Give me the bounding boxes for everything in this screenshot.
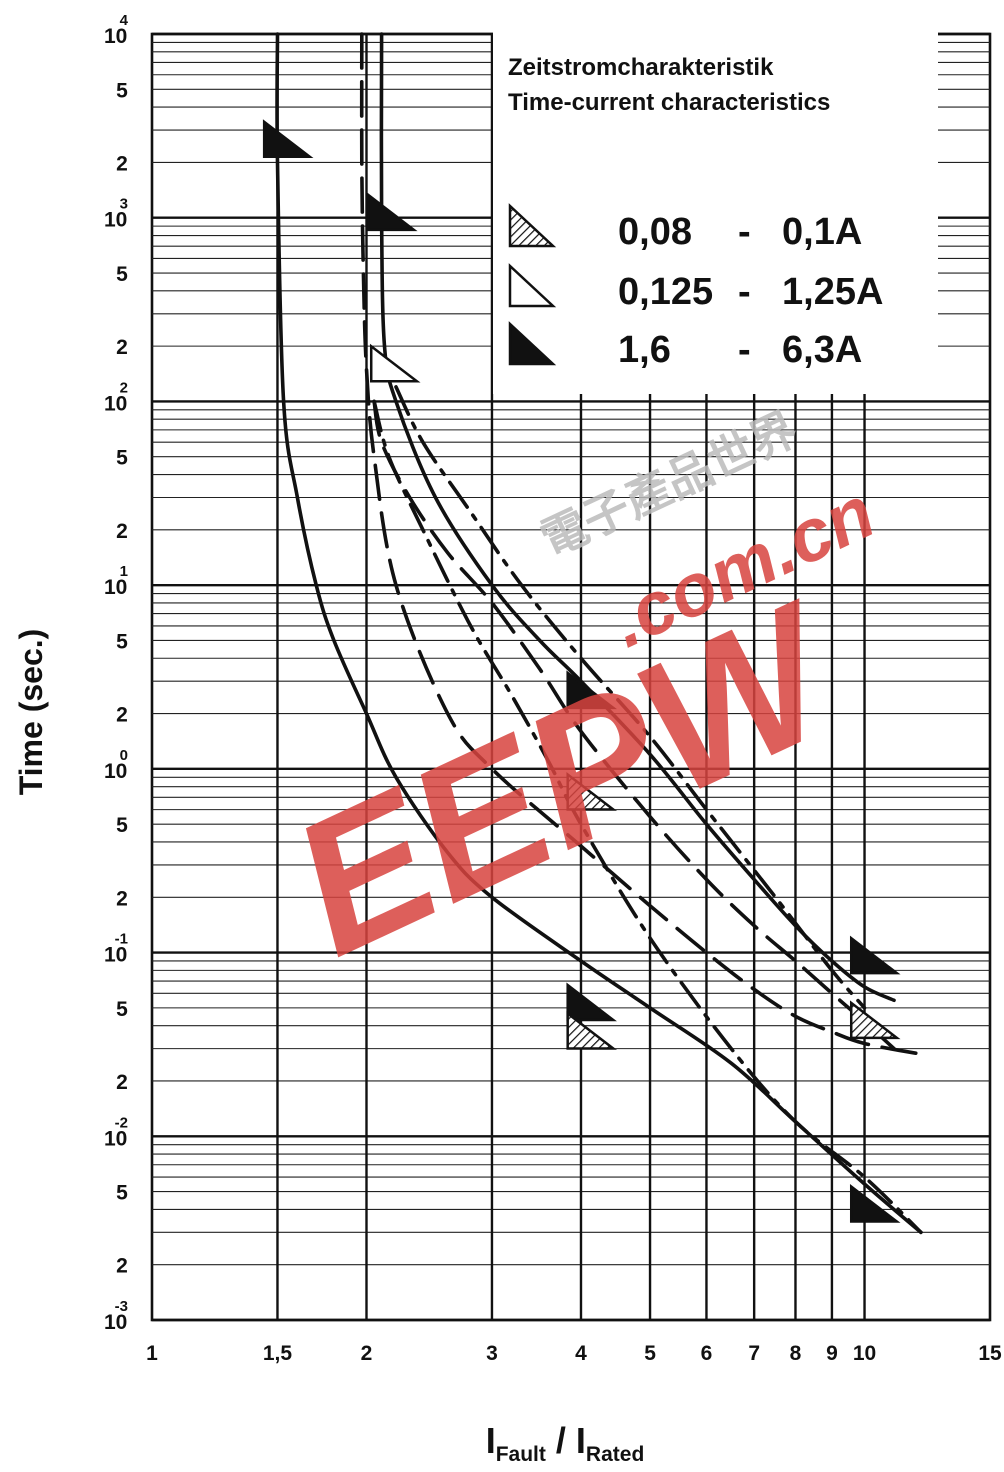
marker-filled-triangle bbox=[566, 670, 617, 710]
y-tick-exponent: -3 bbox=[115, 1298, 128, 1315]
x-label-sub-fault: Fault bbox=[496, 1443, 546, 1466]
legend-marker-filled bbox=[508, 321, 557, 366]
legend-range-to: 6,3A bbox=[782, 329, 862, 371]
y-tick-decade: 10 bbox=[104, 760, 127, 783]
y-tick-exponent: -2 bbox=[115, 1114, 128, 1131]
x-axis-label: IFault / IRated bbox=[486, 1420, 645, 1466]
y-tick-exponent: -1 bbox=[115, 931, 128, 948]
marker-hatched-triangle bbox=[566, 1010, 617, 1050]
y-tick-minor-2: 2 bbox=[116, 152, 128, 175]
marker-open-triangle bbox=[369, 343, 421, 383]
y-tick-minor-5: 5 bbox=[116, 447, 128, 470]
y-tick-decade: 10 bbox=[104, 25, 127, 48]
marker-filled-triangle bbox=[367, 192, 418, 232]
y-tick-exponent: 1 bbox=[120, 563, 128, 580]
curve-filled-lower bbox=[275, 32, 923, 1235]
tick-labels: 1 1,5 2 3 4 5 6 7 8 9 10 15104521035210252101521005… bbox=[104, 12, 1002, 1365]
x-tick-label: 10 bbox=[853, 1342, 876, 1365]
curve-open-upper bbox=[394, 385, 867, 1010]
curve-markers bbox=[262, 119, 901, 1223]
x-tick-label: 6 bbox=[701, 1342, 713, 1365]
x-tick-label: 15 bbox=[978, 1342, 1002, 1365]
legend-range-from: 1,6 bbox=[618, 329, 671, 371]
y-tick-decade: 10 bbox=[104, 944, 127, 967]
legend-marker-open bbox=[508, 263, 557, 308]
x-tick-label: 3 bbox=[486, 1342, 498, 1365]
y-tick-exponent: 0 bbox=[120, 747, 128, 764]
y-tick-exponent: 3 bbox=[120, 196, 128, 213]
y-tick-decade: 10 bbox=[104, 1127, 127, 1150]
y-tick-minor-2: 2 bbox=[116, 336, 128, 359]
y-tick-minor-2: 2 bbox=[116, 887, 128, 910]
legend-range-to: 0,1A bbox=[782, 211, 862, 253]
x-tick-label: 4 bbox=[575, 1342, 587, 1365]
marker-filled-triangle bbox=[566, 982, 617, 1022]
y-tick-minor-2: 2 bbox=[116, 1255, 128, 1278]
legend: Zeitstromcharakteristik Time-current cha… bbox=[493, 32, 938, 394]
x-label-sub-rated: Rated bbox=[586, 1443, 644, 1466]
y-tick-exponent: 2 bbox=[120, 379, 128, 396]
y-tick-minor-5: 5 bbox=[116, 814, 128, 837]
y-tick-minor-2: 2 bbox=[116, 704, 128, 727]
y-tick-minor-5: 5 bbox=[116, 263, 128, 286]
legend-range-to: 1,25A bbox=[782, 271, 883, 313]
x-tick-label: 8 bbox=[790, 1342, 802, 1365]
legend-marker-hatched bbox=[508, 203, 557, 248]
chart-subtitle: Time-current characteristics bbox=[508, 89, 830, 116]
x-label-i2: I bbox=[576, 1420, 586, 1461]
marker-filled-triangle bbox=[262, 119, 314, 159]
y-tick-exponent: 4 bbox=[120, 12, 129, 29]
x-tick-label: 2 bbox=[361, 1342, 373, 1365]
x-label-i1: I bbox=[486, 1420, 496, 1461]
x-tick-label: 1 bbox=[146, 1342, 158, 1365]
x-tick-label: 9 bbox=[826, 1342, 838, 1365]
y-tick-minor-2: 2 bbox=[116, 520, 128, 543]
y-tick-minor-5: 5 bbox=[116, 998, 128, 1021]
x-tick-label: 1,5 bbox=[263, 1342, 293, 1365]
legend-range-from: 0,125 bbox=[618, 271, 713, 313]
marker-filled-triangle bbox=[849, 1184, 901, 1223]
y-tick-decade: 10 bbox=[104, 392, 127, 415]
y-tick-minor-5: 5 bbox=[116, 79, 128, 102]
curve-open-lower bbox=[372, 399, 923, 1235]
marker-hatched-triangle bbox=[849, 1000, 901, 1040]
y-tick-decade: 10 bbox=[104, 1311, 127, 1334]
y-tick-minor-5: 5 bbox=[116, 1182, 128, 1205]
y-tick-decade: 10 bbox=[104, 209, 127, 232]
y-axis-label: Time (sec.) bbox=[13, 629, 49, 796]
legend-range-dash: - bbox=[738, 211, 751, 253]
curve-hatched-lower bbox=[359, 32, 923, 1056]
x-tick-label: 5 bbox=[644, 1342, 656, 1365]
legend-panel bbox=[493, 32, 938, 394]
y-tick-decade: 10 bbox=[104, 576, 127, 599]
chart-title: Zeitstromcharakteristik bbox=[508, 54, 774, 81]
legend-range-dash: - bbox=[738, 329, 751, 371]
x-label-separator: / bbox=[546, 1420, 576, 1461]
legend-range-from: 0,08 bbox=[618, 211, 692, 253]
curve-hatched-upper bbox=[372, 399, 896, 1051]
marker-hatched-triangle bbox=[566, 771, 617, 811]
legend-range-dash: - bbox=[738, 271, 751, 313]
curves bbox=[275, 32, 923, 1235]
y-tick-minor-5: 5 bbox=[116, 630, 128, 653]
marker-filled-triangle bbox=[849, 935, 901, 975]
x-tick-label: 7 bbox=[748, 1342, 760, 1365]
y-tick-minor-2: 2 bbox=[116, 1071, 128, 1094]
